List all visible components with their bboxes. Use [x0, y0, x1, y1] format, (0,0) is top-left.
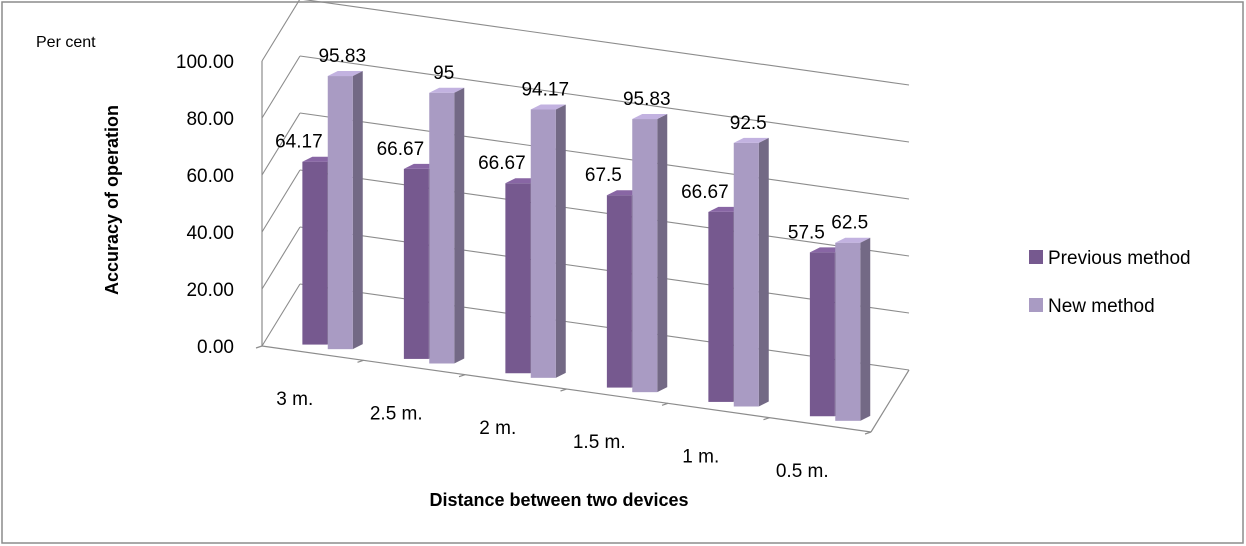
bar-side: [454, 87, 465, 364]
bar-front: [632, 119, 658, 393]
gridline-side: [261, 283, 301, 347]
bar-front: [302, 161, 328, 345]
bar-front: [835, 242, 861, 421]
gridline-back: [299, 226, 910, 314]
unit-label: Per cent: [36, 34, 96, 51]
bar-side: [352, 71, 363, 350]
axes: 3 m. 2.5 m. 2 m. 1.5 m. 1 m. 0.5 m.: [255, 61, 910, 482]
data-label: 66.67: [681, 182, 729, 203]
x-tick-label: 2.5 m.: [370, 404, 423, 425]
y-tick-label: 80.00: [186, 109, 234, 130]
bar-side: [657, 114, 668, 393]
y-tick-label: 100.00: [176, 52, 234, 73]
bar-new: [530, 104, 566, 378]
data-label: 66.67: [377, 139, 425, 160]
data-label: 95.83: [318, 46, 366, 67]
data-label: 92.5: [730, 113, 767, 134]
data-label: 62.5: [831, 213, 868, 234]
bar-side: [555, 104, 566, 378]
gridline-side: [261, 0, 301, 62]
bar-top: [835, 237, 871, 243]
bar-new: [835, 237, 871, 421]
x-tick: [357, 359, 364, 363]
gridline-back: [299, 55, 910, 143]
gridline-side: [261, 169, 301, 233]
data-label: 57.5: [788, 222, 825, 243]
data-label: 64.17: [275, 132, 323, 153]
bar-new: [632, 114, 668, 393]
legend-swatch-new: [1029, 298, 1043, 312]
bar-front: [403, 168, 429, 359]
bar-top: [530, 104, 566, 110]
bars: [302, 71, 871, 421]
bar-top: [632, 114, 668, 120]
gridline-back: [303, 0, 910, 86]
x-tick-label: 1 m.: [682, 447, 719, 468]
legend-label-previous: Previous method: [1048, 248, 1191, 269]
x-tick-label: 0.5 m.: [776, 461, 829, 482]
x-tick-label: 1.5 m.: [573, 432, 626, 453]
x-tick-label: 2 m.: [479, 418, 516, 439]
legend-label-new: New method: [1048, 296, 1155, 317]
gridline-side: [261, 226, 301, 290]
gridline-back: [299, 112, 910, 200]
legend: Previous method New method: [1029, 248, 1191, 317]
gridline-back: [299, 169, 910, 257]
x-tick-label: 3 m.: [276, 389, 313, 410]
gridline-back: [299, 283, 910, 371]
x-tick: [763, 417, 770, 421]
x-tick: [560, 388, 567, 392]
bar-front: [505, 183, 531, 374]
y-tick-label: 0.00: [197, 337, 234, 358]
data-label: 67.5: [585, 165, 622, 186]
data-label: 66.67: [478, 153, 526, 174]
bar-front: [733, 142, 759, 407]
bar-new: [327, 71, 363, 350]
y-tick-label: 40.00: [186, 223, 234, 244]
bar-side: [758, 137, 769, 407]
data-label: 95: [433, 63, 454, 84]
y-tick-label: 60.00: [186, 166, 234, 187]
data-label: 94.17: [521, 79, 569, 100]
x-axis-title: Distance between two devices: [429, 490, 688, 510]
bar-side: [860, 237, 871, 421]
bar-front: [429, 92, 455, 364]
legend-swatch-previous: [1029, 250, 1043, 264]
bar-top: [733, 137, 769, 143]
bar-front: [327, 76, 353, 350]
bar-front: [606, 195, 632, 388]
gridlines: 0.00 20.00 40.00 60.00 80.00 100.00: [176, 0, 910, 371]
gridline-side: [261, 112, 301, 176]
y-axis-title: Accuracy of operation: [102, 105, 122, 295]
bar-new: [733, 137, 769, 407]
bar-new: [429, 87, 465, 364]
y-tick-label: 20.00: [186, 280, 234, 301]
bar-front: [530, 109, 556, 378]
x-tick: [864, 431, 872, 435]
data-labels: 64.17 95.83 66.67 95 66.67 94.17 67.5 95.83 66.6…: [275, 46, 868, 243]
floor-right-edge: [870, 369, 910, 433]
gridline-side: [261, 55, 301, 119]
bar-top: [429, 87, 465, 93]
x-tick: [661, 402, 669, 406]
bar-top: [327, 71, 363, 77]
bar-front: [708, 211, 734, 402]
x-tick: [458, 374, 466, 378]
data-label: 95.83: [623, 89, 671, 110]
bar-front: [809, 252, 835, 417]
x-tick: [255, 345, 263, 349]
